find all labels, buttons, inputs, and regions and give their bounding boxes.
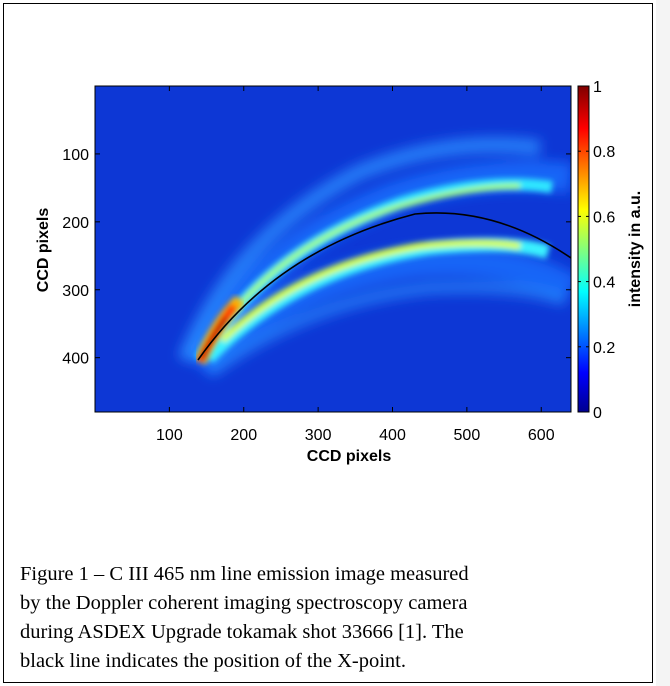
y-tick-label: 300 [62, 283, 89, 300]
colorbar-tick-label: 0 [593, 405, 602, 422]
colorbar-label: intensity in a.u. [627, 191, 644, 307]
x-tick-label: 200 [230, 427, 257, 444]
figure-plot: 100 200 300 400 500 600 100 200 300 400 CCD pixe… [35, 79, 644, 465]
x-axis-ticks: 100 200 300 400 500 600 [156, 86, 555, 444]
colorbar-ticks: 0 0.2 0.4 0.6 0.8 1 [578, 79, 615, 422]
caption-line-3: during ASDEX Upgrade tokamak shot 33666 … [20, 621, 464, 643]
x-tick-label: 300 [305, 427, 332, 444]
caption-line-2: by the Doppler coherent imaging spectros… [20, 592, 468, 614]
plot-axes-frame [94, 85, 572, 413]
y-tick-label: 200 [62, 215, 89, 232]
colorbar-tick-label: 0.8 [593, 144, 615, 161]
colorbar-tick-label: 0.6 [593, 209, 615, 226]
x-tick-label: 500 [454, 427, 481, 444]
page-edge [656, 0, 670, 686]
y-axis-label: CCD pixels [35, 208, 52, 293]
x-tick-label: 400 [379, 427, 406, 444]
y-tick-label: 400 [62, 351, 89, 368]
x-tick-label: 100 [156, 427, 183, 444]
x-tick-label: 600 [528, 427, 555, 444]
x-point-line [197, 212, 571, 361]
emission-heatmap [95, 86, 571, 412]
colorbar-tick-label: 1 [593, 79, 602, 96]
figure-caption: Figure 1 – C III 465 nm line emission im… [20, 560, 650, 676]
y-tick-label: 100 [62, 147, 89, 164]
y-axis-ticks: 100 200 300 400 [62, 147, 571, 368]
caption-line-1: Figure 1 – C III 465 nm line emission im… [20, 563, 469, 585]
colorbar-tick-label: 0.2 [593, 340, 615, 357]
colorbar-tick-label: 0.4 [593, 275, 615, 292]
colorbar [577, 85, 590, 413]
x-axis-label: CCD pixels [307, 448, 392, 465]
caption-line-4: black line indicates the position of the… [20, 650, 406, 672]
